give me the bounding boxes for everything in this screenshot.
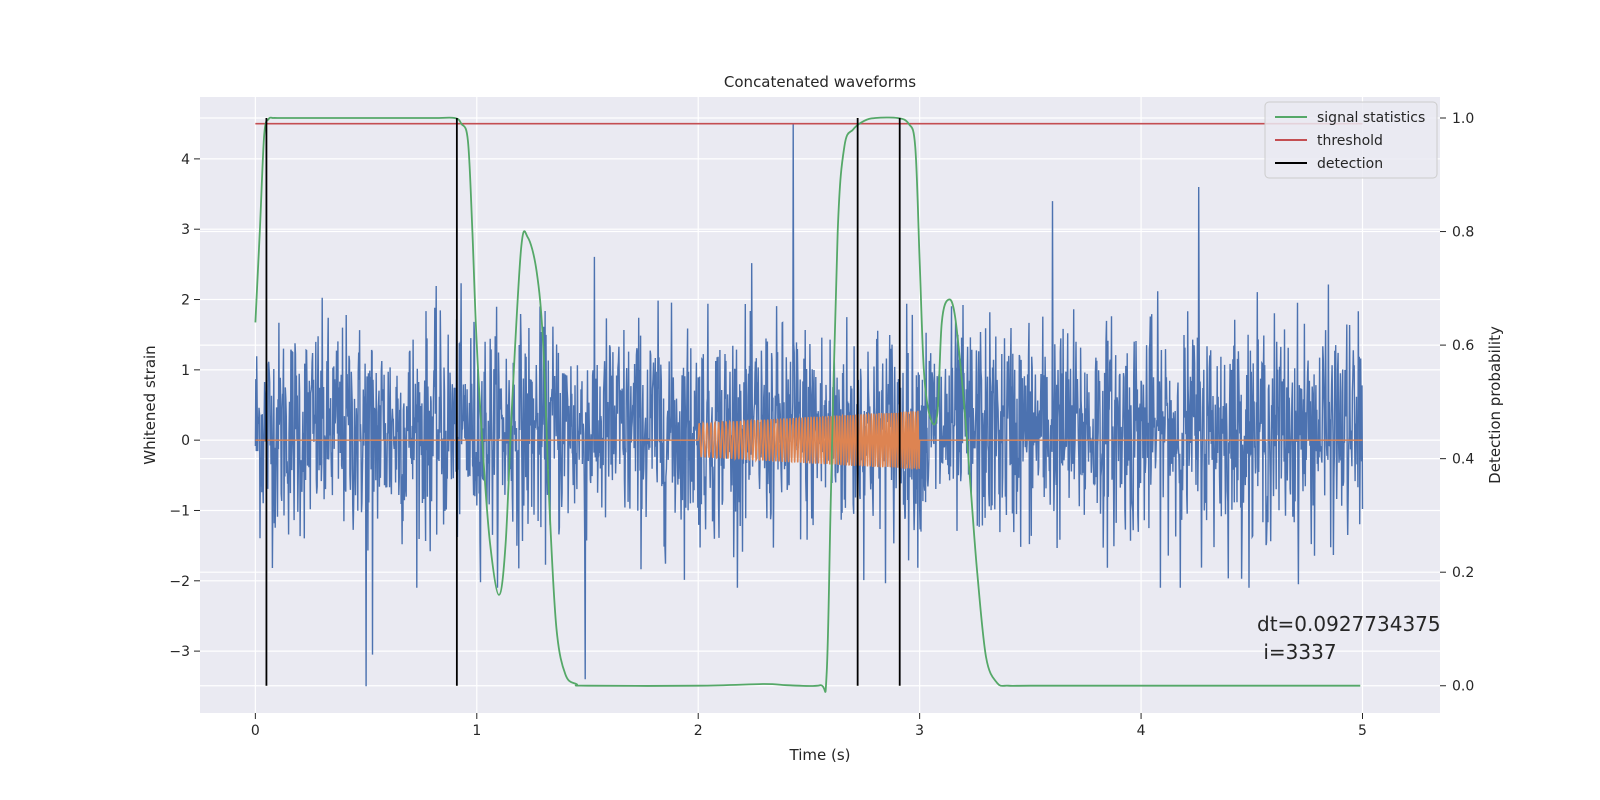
x-tick-label: 4 <box>1137 723 1146 739</box>
y2-tick-label: 0.8 <box>1452 225 1474 241</box>
legend: signal statistics threshold detection <box>1264 101 1438 179</box>
y-tick-label: −2 <box>169 574 190 590</box>
annotation-dt: dt=0.0927734375 <box>1257 612 1441 636</box>
y2-tick-label: 0.2 <box>1452 565 1474 581</box>
y-tick-label: 2 <box>181 293 190 309</box>
annotation-index: i=3337 <box>1257 640 1337 664</box>
axes-layer: 0 1 2 3 4 5 −3 −2 −1 0 1 2 3 4 0.0 0.2 0.4 0.6 0.8 1.0 <box>169 111 1474 739</box>
y-axis-title: Whitened strain <box>141 345 159 464</box>
series-layer <box>254 116 1364 693</box>
legend-label-detection: detection <box>1317 156 1383 172</box>
x-tick-label: 1 <box>472 723 481 739</box>
y-tick-label: −1 <box>169 503 190 519</box>
y-tick-label: −3 <box>169 644 190 660</box>
x-tick-label: 5 <box>1358 723 1367 739</box>
y2-tick-label: 0.6 <box>1452 338 1474 354</box>
legend-label-signal: signal statistics <box>1317 110 1425 126</box>
x-tick-label: 3 <box>915 723 924 739</box>
x-tick-label: 0 <box>251 723 260 739</box>
y-tick-label: 1 <box>181 363 190 379</box>
signal-statistics-series <box>254 116 1361 693</box>
y2-axis-title: Detection probability <box>1486 326 1504 484</box>
waveform-series <box>255 410 1363 470</box>
x-tick-label: 2 <box>694 723 703 739</box>
y-tick-label: 3 <box>181 222 190 238</box>
y-tick-label: 0 <box>181 433 190 449</box>
y-tick-label: 4 <box>181 152 190 168</box>
x-axis-title: Time (s) <box>789 746 851 764</box>
legend-label-threshold: threshold <box>1317 133 1383 149</box>
y2-tick-label: 0.4 <box>1452 452 1474 468</box>
chart-title: Concatenated waveforms <box>724 73 916 91</box>
legend-box <box>1264 101 1438 179</box>
y2-tick-label: 0.0 <box>1452 679 1474 695</box>
y2-tick-label: 1.0 <box>1452 111 1474 127</box>
